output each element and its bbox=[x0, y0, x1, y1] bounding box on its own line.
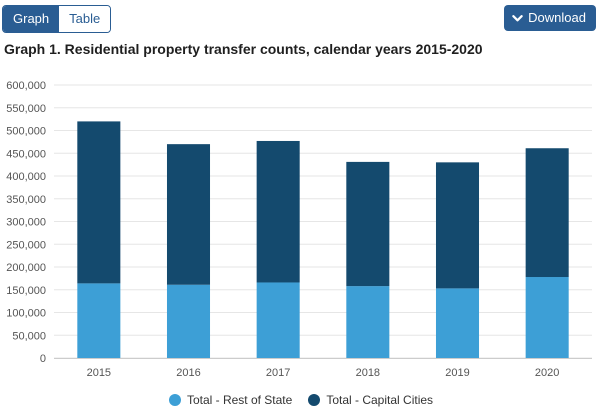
bar-rest-of-state[interactable] bbox=[346, 286, 390, 358]
legend-swatch bbox=[308, 394, 321, 406]
y-tick-label: 550,000 bbox=[6, 103, 46, 115]
chart-legend: Total - Rest of State Total - Capital Ci… bbox=[0, 393, 602, 407]
view-toggle: Graph Table bbox=[2, 5, 112, 33]
legend-label: Total - Rest of State bbox=[186, 393, 293, 407]
y-tick-label: 250,000 bbox=[6, 239, 46, 251]
y-tick-label: 500,000 bbox=[6, 126, 46, 138]
y-tick-label: 350,000 bbox=[6, 194, 46, 206]
y-tick-label: 200,000 bbox=[6, 262, 46, 274]
y-tick-label: 300,000 bbox=[6, 217, 46, 229]
chevron-down-icon bbox=[512, 14, 523, 21]
download-button[interactable]: Download bbox=[504, 5, 596, 31]
bar-rest-of-state[interactable] bbox=[435, 288, 480, 358]
legend-label: Total - Capital Cities bbox=[326, 393, 434, 407]
table-tab[interactable]: Table bbox=[59, 6, 111, 32]
download-label: Download bbox=[528, 10, 586, 25]
graph-tab[interactable]: Graph bbox=[3, 6, 60, 32]
bar-capital-cities[interactable] bbox=[166, 144, 211, 285]
y-tick-label: 0 bbox=[40, 353, 46, 365]
bar-rest-of-state[interactable] bbox=[256, 282, 300, 358]
legend-swatch bbox=[168, 394, 181, 406]
legend-item-rest-of-state[interactable]: Total - Rest of State bbox=[168, 393, 293, 407]
x-tick-label: 2019 bbox=[445, 367, 469, 379]
bar-capital-cities[interactable] bbox=[525, 148, 569, 278]
y-tick-label: 150,000 bbox=[6, 285, 46, 297]
bar-capital-cities[interactable] bbox=[435, 162, 480, 289]
bar-capital-cities[interactable] bbox=[256, 140, 300, 283]
legend-item-capital-cities[interactable]: Total - Capital Cities bbox=[308, 393, 433, 407]
x-tick-label: 2017 bbox=[266, 367, 290, 379]
bar-chart: 0 50,000 100,000 150,000 200,000 250,000 300,0… bbox=[6, 80, 592, 379]
bar-rest-of-state[interactable] bbox=[77, 283, 121, 358]
y-tick-label: 400,000 bbox=[6, 171, 46, 183]
chart-title: Graph 1. Residential property transfer c… bbox=[4, 41, 483, 57]
y-tick-label: 100,000 bbox=[6, 308, 46, 320]
x-tick-label: 2015 bbox=[87, 367, 111, 379]
y-tick-label: 450,000 bbox=[6, 148, 46, 160]
bar-rest-of-state[interactable] bbox=[166, 284, 211, 358]
bar-capital-cities[interactable] bbox=[346, 161, 390, 287]
x-tick-label: 2016 bbox=[176, 367, 200, 379]
y-tick-label: 600,000 bbox=[6, 80, 46, 92]
x-tick-label: 2018 bbox=[356, 367, 380, 379]
x-tick-label: 2020 bbox=[535, 367, 559, 379]
bar-rest-of-state[interactable] bbox=[525, 277, 569, 358]
y-tick-label: 50,000 bbox=[12, 330, 46, 342]
bar-capital-cities[interactable] bbox=[77, 121, 121, 284]
